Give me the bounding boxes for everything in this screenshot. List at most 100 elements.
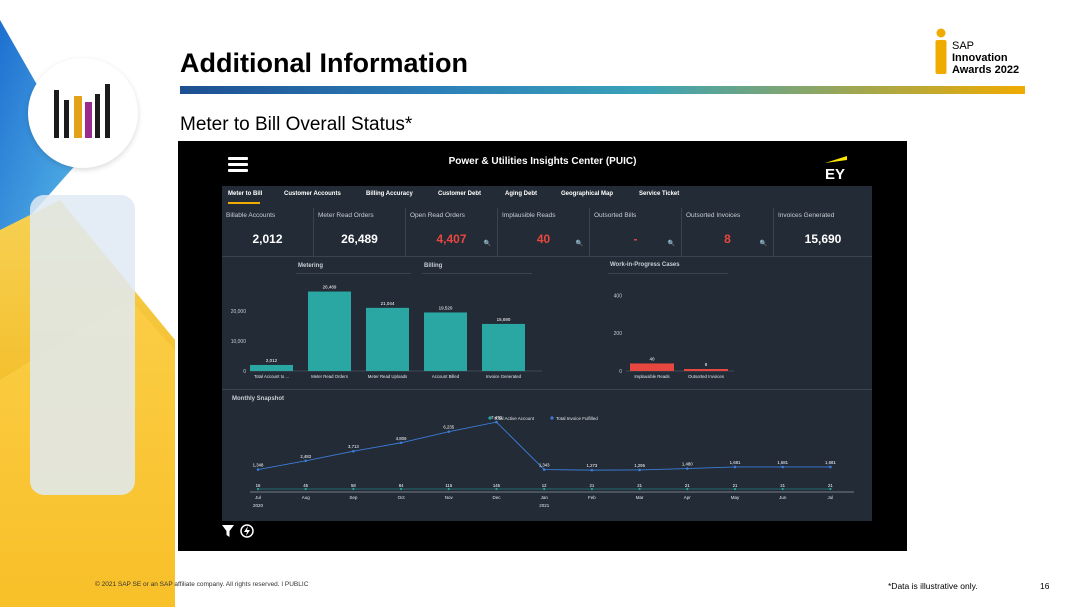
filter-icon[interactable]: [222, 525, 234, 537]
x-tick-label: Meter Read Uploads: [368, 374, 407, 379]
divider: [222, 256, 872, 257]
x-tick-label: Total Account to ...: [254, 374, 289, 379]
title-rule: [180, 86, 1025, 94]
kpi-value: 4,407: [436, 232, 467, 246]
data-label: 21: [733, 483, 738, 488]
ey-logo: EY: [825, 156, 847, 181]
section-billing: Billing: [424, 263, 443, 269]
data-point: [304, 459, 307, 463]
kpi-value: 2,012: [252, 232, 283, 246]
tab-billing-accuracy[interactable]: Billing Accuracy: [366, 191, 413, 197]
data-label: 1,348: [253, 463, 264, 468]
data-label: 6,235: [443, 425, 454, 430]
data-label: 21: [828, 483, 833, 488]
kpi-tile[interactable]: Outsorted Bills - 🔍: [590, 208, 682, 256]
slide-subtitle: Meter to Bill Overall Status*: [180, 114, 413, 135]
data-label: 1,681: [777, 460, 788, 465]
tab-customer-debt[interactable]: Customer Debt: [438, 191, 482, 197]
legend-marker-invoice-fulfilled: [550, 416, 554, 420]
data-point: [256, 468, 260, 471]
x-tick-label: Meter Read Orders: [311, 374, 348, 379]
search-icon[interactable]: 🔍: [759, 241, 767, 247]
year-label: 2021: [539, 503, 550, 508]
x-tick-label: Invoice Generated: [486, 374, 522, 379]
data-point: [733, 487, 737, 491]
kpi-tile[interactable]: Meter Read Orders 26,489: [314, 208, 406, 256]
data-point: [638, 468, 641, 472]
data-point: [495, 487, 498, 491]
tab-service-ticket[interactable]: Service Ticket: [639, 191, 680, 197]
y-tick-label: 0: [243, 369, 246, 375]
data-label: 21: [637, 483, 642, 488]
x-tick-label: Apr: [684, 495, 692, 500]
data-point: [590, 468, 594, 472]
data-point: [400, 487, 403, 491]
kpi-label: Outsorted Invoices: [686, 212, 741, 219]
data-point: [543, 487, 546, 491]
kpi-label: Open Read Orders: [410, 212, 465, 219]
tab-aging-debt[interactable]: Aging Debt: [505, 191, 537, 197]
x-tick-label: Feb: [588, 495, 596, 500]
award-line1: Innovation: [952, 52, 1008, 64]
data-point: [829, 465, 832, 469]
data-point: [495, 420, 498, 424]
bars-logo-icon: [54, 84, 110, 138]
data-label: 7,470: [491, 415, 502, 420]
data-label: 115: [445, 483, 452, 488]
tab-customer-accounts[interactable]: Customer Accounts: [284, 191, 341, 197]
tab-geographical-map[interactable]: Geographical Map: [561, 191, 614, 197]
divider: [422, 273, 532, 274]
bar-value-label: 19,520: [439, 305, 453, 310]
data-label: 21: [780, 483, 785, 488]
legend-label: Total Active Account: [494, 416, 535, 421]
ey-logo-text: EY: [825, 166, 845, 181]
search-icon[interactable]: 🔍: [575, 241, 583, 247]
data-label: 1,295: [634, 463, 645, 468]
data-point: [733, 465, 737, 469]
data-point: [638, 487, 641, 491]
divider: [608, 273, 728, 274]
award-i-icon: [935, 28, 947, 74]
data-label: 21: [685, 483, 690, 488]
kpi-value: -: [633, 232, 638, 246]
data-point: [352, 449, 355, 453]
data-point: [399, 441, 403, 445]
data-label: 3,713: [348, 444, 359, 449]
x-tick-label: Mar: [636, 495, 644, 500]
kpi-label: Invoices Generated: [778, 212, 835, 219]
bar-value-label: 15,690: [497, 317, 511, 322]
x-tick-label: Jun: [779, 495, 787, 500]
data-label: 21: [590, 483, 595, 488]
data-point: [590, 487, 593, 491]
kpi-tile[interactable]: Implausible Reads 40 🔍: [498, 208, 590, 256]
refresh-icon[interactable]: [240, 524, 254, 538]
kpi-tile[interactable]: Outsorted Invoices 8 🔍: [682, 208, 774, 256]
data-point: [352, 487, 355, 491]
hamburger-menu-icon[interactable]: [228, 157, 248, 173]
kpi-tile[interactable]: Invoices Generated 15,690: [774, 208, 872, 256]
tab-meter-to-bill[interactable]: Meter to Bill: [228, 191, 263, 197]
x-tick-label: Jul: [255, 495, 261, 500]
data-label: 1,273: [587, 463, 598, 468]
data-label: 2,483: [300, 454, 311, 459]
x-tick-label: Jul: [828, 495, 834, 500]
monthly-snapshot-chart: Total Active Account Total Invoice Fulfil…: [250, 415, 854, 508]
bar-value-label: 2,012: [266, 358, 278, 363]
kpi-label: Meter Read Orders: [318, 212, 374, 219]
data-point: [781, 487, 784, 491]
bar: [482, 323, 525, 371]
kpi-tile[interactable]: Billable Accounts 2,012: [222, 208, 314, 256]
data-label: 45: [303, 483, 308, 488]
kpi-tile[interactable]: Open Read Orders 4,407 🔍: [406, 208, 498, 256]
copyright-footer: © 2021 SAP SE or an SAP affiliate compan…: [95, 581, 309, 588]
data-label: 1,343: [539, 463, 550, 468]
x-tick-label: Sep: [349, 495, 358, 500]
search-icon[interactable]: 🔍: [667, 241, 675, 247]
data-label: 16: [256, 483, 261, 488]
y-tick-label: 20,000: [231, 309, 247, 315]
data-point: [256, 487, 260, 491]
data-label: 58: [351, 483, 356, 488]
search-icon[interactable]: 🔍: [483, 241, 491, 247]
bar: [366, 307, 409, 371]
kpi-value: 15,690: [804, 232, 842, 246]
